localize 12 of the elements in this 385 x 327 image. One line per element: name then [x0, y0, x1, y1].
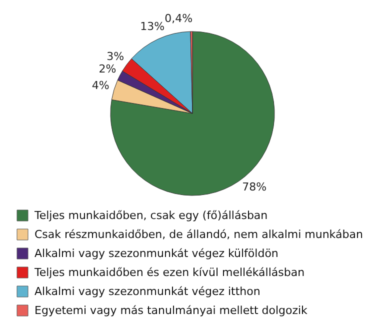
- legend-label: Egyetemi vagy más tanulmányai mellett dolgozik: [34, 304, 308, 317]
- data-label: 4%: [92, 79, 110, 92]
- data-label: 78%: [242, 180, 267, 194]
- data-label: 0,4%: [164, 12, 193, 26]
- data-label: 13%: [140, 20, 165, 33]
- data-label: 3%: [106, 50, 124, 63]
- legend-label: Csak részmunkaidőben, de állandó, nem alkalmi munkában: [34, 228, 363, 241]
- legend-label: Teljes munkaidőben, csak egy (fő)állásban: [34, 209, 268, 222]
- legend-label: Alkalmi vagy szezonmunkát végez itthon: [34, 285, 260, 298]
- legend-label: Teljes munkaidőben és ezen kívül mellékállásban: [34, 266, 305, 279]
- legend-label: Alkalmi vagy szezonmunkát végez külföldön: [34, 247, 278, 260]
- data-label: 2%: [98, 62, 116, 76]
